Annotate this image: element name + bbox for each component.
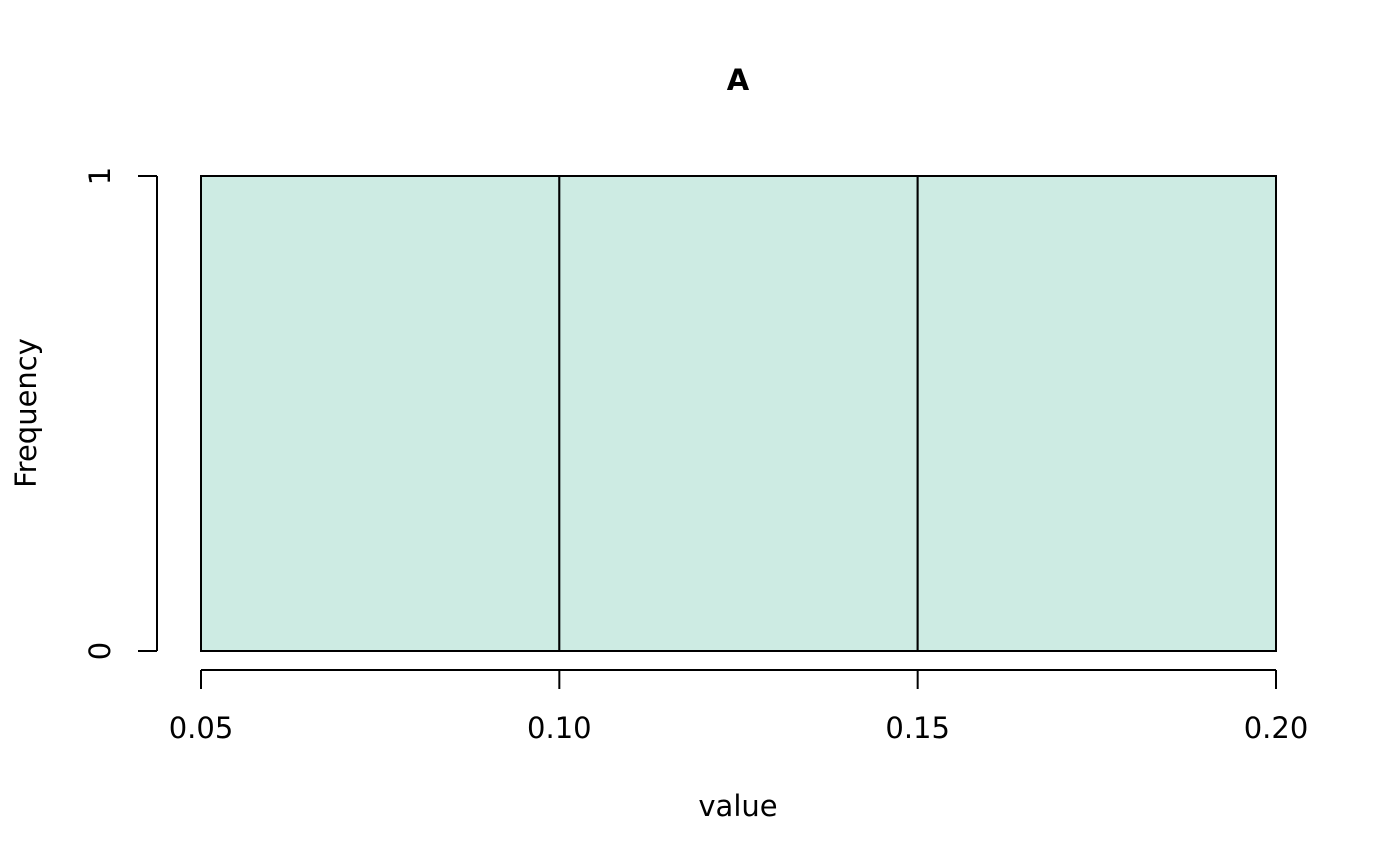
histogram-bar-1 xyxy=(200,175,561,652)
x-axis-label: value xyxy=(698,789,777,823)
x-tick-label-1: 0.05 xyxy=(169,711,234,745)
chart-title: A xyxy=(727,63,750,97)
y-axis: 01 xyxy=(83,167,158,660)
y-axis-label: Frequency xyxy=(9,338,43,488)
y-tick-label-2: 1 xyxy=(83,167,117,185)
histogram-bar-2 xyxy=(558,175,919,652)
x-axis: 0.05 0.10 0.15 0.20 xyxy=(169,669,1309,745)
bars-group xyxy=(200,175,1278,652)
x-tick-label-4: 0.20 xyxy=(1244,711,1309,745)
x-tick-label-2: 0.10 xyxy=(527,711,592,745)
x-tick-label-3: 0.15 xyxy=(885,711,950,745)
histogram-bar-3 xyxy=(916,175,1278,652)
y-tick-label-1: 0 xyxy=(83,642,117,660)
